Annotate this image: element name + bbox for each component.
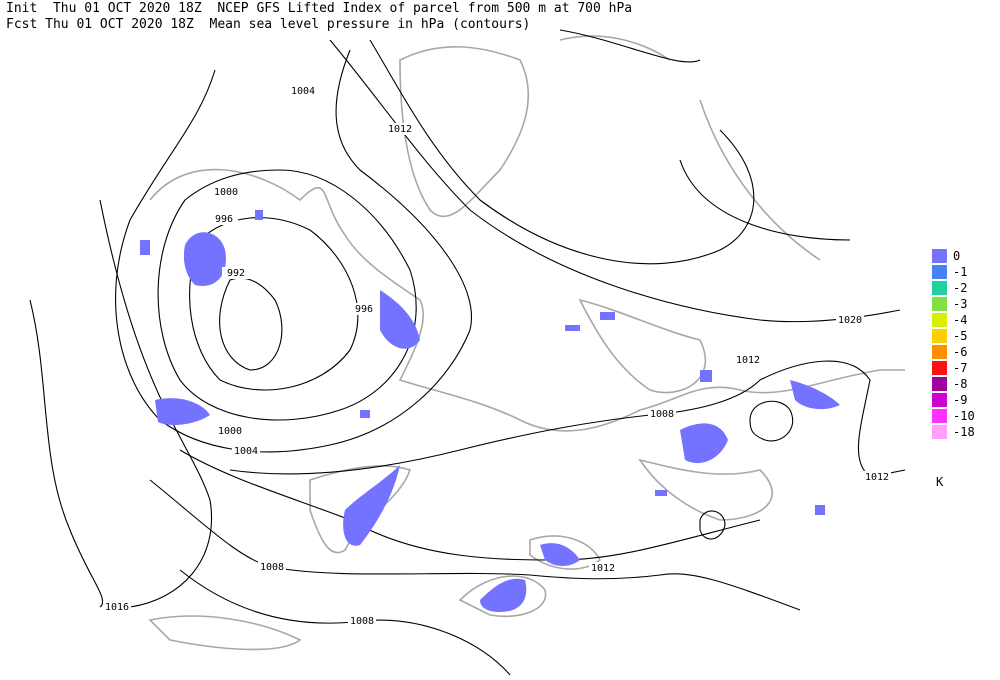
contour-label-bg [222,267,250,279]
contour-label: 992 [227,268,245,279]
pressure-contours [29,29,906,676]
legend-label: -10 [953,409,975,423]
contour-label: 1012 [865,472,889,483]
legend-swatch [932,425,947,439]
contour-labels: 1004 1012 1000 996 992 996 1000 1004 1020 1012 100… [103,85,891,627]
legend-label: -6 [953,345,967,359]
contour-label: 1000 [214,187,238,198]
contour-label-bg [350,303,378,315]
header-line: Init Thu 01 OCT 2020 18Z NCEP GFS Lifted… [6,1,632,16]
legend-swatch [932,329,947,343]
contour-label: 1004 [234,446,258,457]
legend-swatch [932,265,947,279]
legend-label: -18 [953,425,975,439]
contour-label-bg [863,471,891,483]
coastlines [148,35,905,651]
contour-label-bg [210,213,238,225]
contour-label: 996 [355,304,373,315]
legend-unit: K [936,475,944,489]
legend-label: -8 [953,377,967,391]
contour-label: 1004 [291,86,315,97]
contour-label: 1012 [591,563,615,574]
contour-label-bg [836,314,864,326]
contour-label-bg [216,425,244,437]
legend-swatch [932,361,947,375]
legend-label: -4 [953,313,967,327]
legend-label: 0 [953,249,960,263]
contour-label-bg [232,445,260,457]
contour-label: 1008 [260,562,284,573]
contour-label: 1016 [105,602,129,613]
contour-label: 1020 [838,315,862,326]
header-line: Fcst Thu 01 OCT 2020 18Z Mean sea level … [6,17,530,32]
legend-swatch [932,297,947,311]
legend-label: -3 [953,297,967,311]
legend-label: -7 [953,361,967,375]
legend-swatch [932,313,947,327]
lifted-index-areas [140,210,840,612]
contour-label-bg [212,186,240,198]
legend-label: -2 [953,281,967,295]
contour-label-bg [386,123,414,135]
contour-label: 1008 [350,616,374,627]
contour-label-bg [289,85,317,97]
legend-swatch [932,345,947,359]
legend-swatch [932,377,947,391]
legend-swatch [932,393,947,407]
legend-label: -1 [953,265,967,279]
contour-label-bg [348,615,376,627]
contour-label-bg [589,562,617,574]
contour-label-bg [648,408,676,420]
legend-swatch [932,409,947,423]
contour-label: 996 [215,214,233,225]
contour-label: 1012 [736,355,760,366]
contour-label-bg [103,601,131,613]
legend-label: -9 [953,393,967,407]
contour-label: 1012 [388,124,412,135]
legend: 0 -1 -2 -3 -4 -5 -6 -7 -8 -9 -10 -18 K [932,249,975,489]
contour-label: 1000 [218,426,242,437]
contour-label-bg [734,354,762,366]
legend-swatch [932,249,947,263]
contour-label-bg [258,561,286,573]
legend-swatch [932,281,947,295]
contour-label: 1008 [650,409,674,420]
legend-label: -5 [953,329,967,343]
